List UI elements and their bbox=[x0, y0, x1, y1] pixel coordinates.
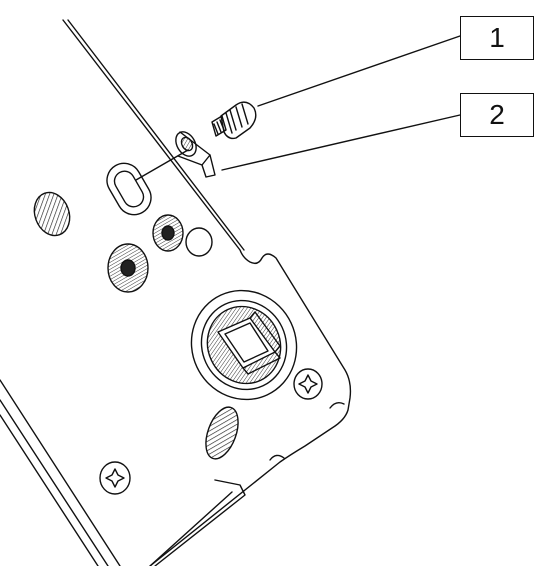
ground-lug bbox=[175, 131, 216, 178]
callout-label-2: 2 bbox=[489, 99, 505, 130]
leader-line-2 bbox=[221, 114, 461, 171]
callout-box-1: 1 bbox=[460, 16, 534, 60]
knurled-stud-large bbox=[107, 243, 149, 293]
torx-screw-right bbox=[293, 368, 323, 400]
square-drive-bushing bbox=[190, 289, 298, 401]
callout-label-1: 1 bbox=[489, 22, 505, 53]
leader-line-1 bbox=[257, 35, 461, 107]
panel-outline bbox=[0, 19, 352, 566]
leader-lines bbox=[221, 35, 461, 171]
thumb-screw bbox=[211, 101, 257, 140]
hatched-slot bbox=[205, 406, 239, 460]
torx-screw-bottom bbox=[99, 461, 131, 495]
callout-box-2: 2 bbox=[460, 93, 534, 137]
knurled-stud-top-left bbox=[33, 191, 71, 237]
round-hole bbox=[185, 227, 213, 257]
knurled-stud-small bbox=[152, 214, 184, 252]
panel-slot bbox=[106, 149, 189, 216]
